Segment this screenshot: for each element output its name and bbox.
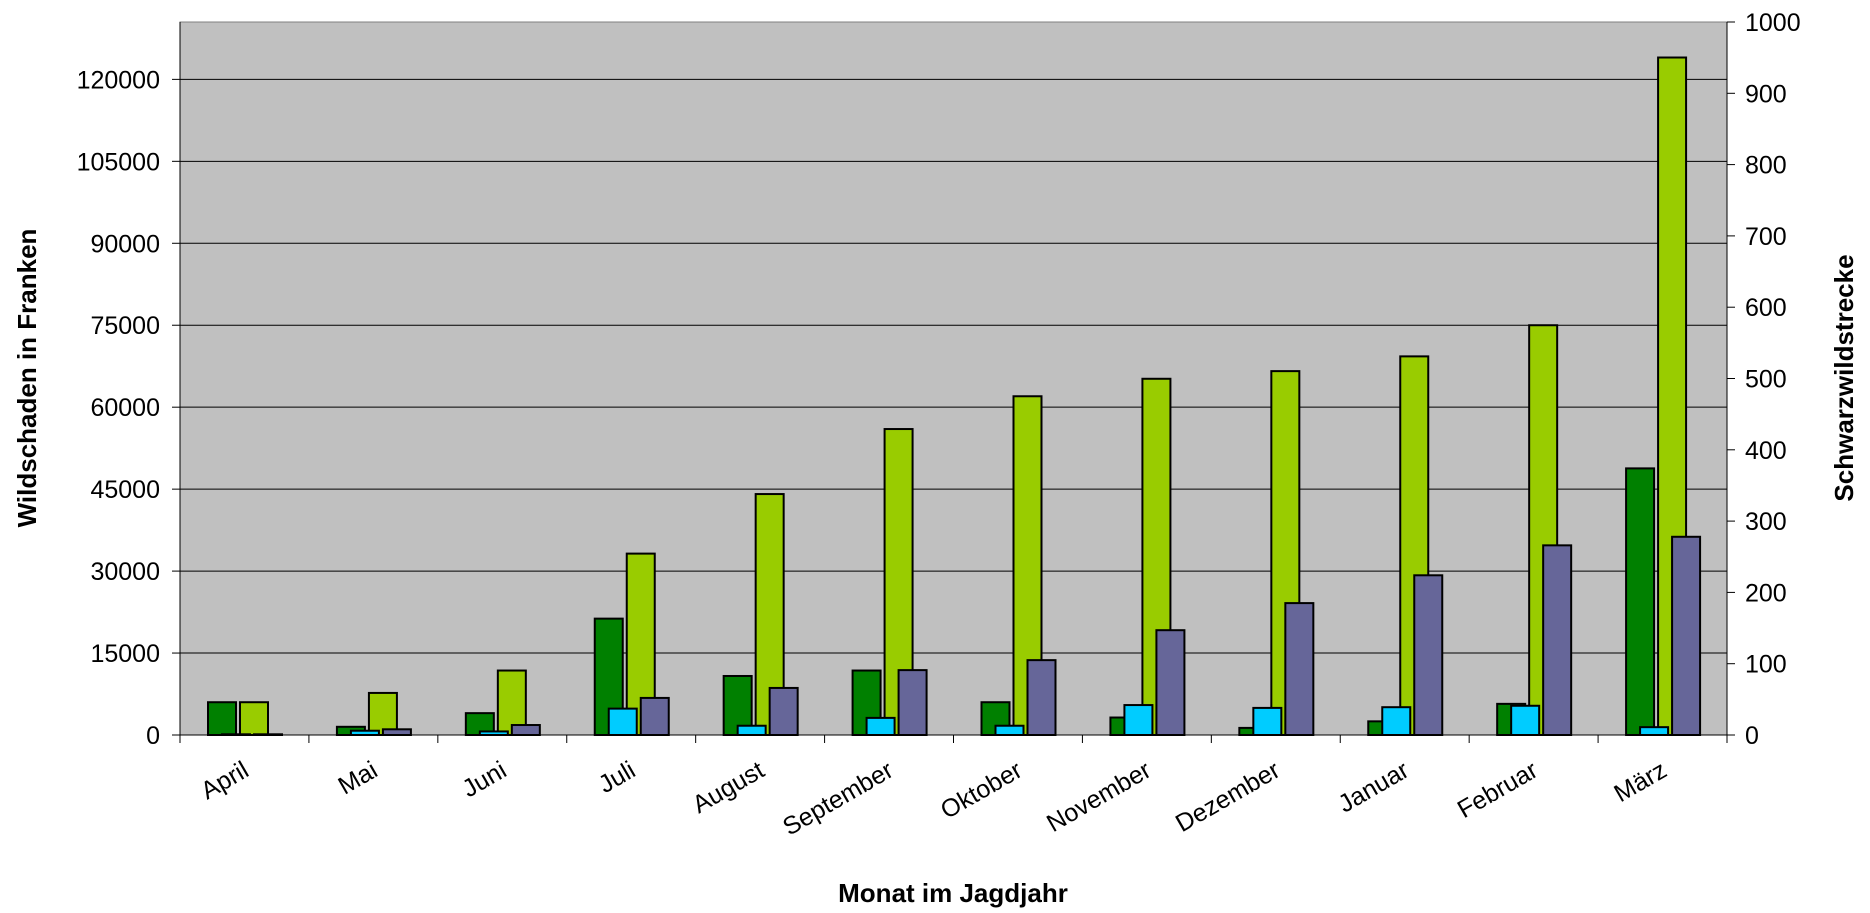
x-tick-labels: April Mai Juni Juli August September Oktober No… [196, 756, 1671, 841]
y-right-tick-label: 900 [1745, 80, 1787, 108]
y-left-tick-label: 45000 [90, 476, 160, 504]
x-tick-label-mai: Mai [333, 756, 382, 800]
bar-4-august [768, 686, 799, 737]
y-left-tick-label: 120000 [77, 66, 160, 94]
x-tick-label-september: September [778, 756, 898, 841]
x-tick-label-april: April [196, 756, 253, 805]
y-right-tick-label: 600 [1745, 294, 1787, 322]
x-tick-label-november: November [1042, 756, 1156, 838]
right-tick-labels: 0 100 200 300 400 500 600 700 800 900 1000 [1745, 9, 1801, 750]
x-tick-label-märz: März [1609, 756, 1671, 808]
gridlines [180, 78, 1727, 654]
x-axis-title: Monat im Jagdjahr [838, 878, 1068, 908]
bar-4-mai [381, 728, 412, 737]
bar-4-juni [510, 724, 541, 737]
y-right-tick-label: 200 [1745, 579, 1787, 607]
bar-3-juni [478, 730, 509, 736]
y-right-tick-label: 700 [1745, 223, 1787, 251]
y-left-tick-label: 15000 [90, 640, 160, 668]
bar-3-juli [607, 707, 638, 737]
x-tick-label-januar: Januar [1333, 756, 1413, 818]
bar-3-januar [1381, 706, 1412, 736]
bar-4-februar [1542, 544, 1573, 736]
bar-3-august [736, 724, 767, 737]
plot-area [179, 21, 1728, 736]
y-right-tick-label: 300 [1745, 508, 1787, 536]
y-right-tick-label: 800 [1745, 152, 1787, 180]
y-axis-title-left: Wildschaden in Franken [12, 229, 42, 528]
y-axis-title-right: Schwarzwildstrecke [1829, 254, 1859, 501]
x-tick-label-dezember: Dezember [1171, 756, 1285, 838]
x-tick-label-august: August [688, 756, 769, 819]
left-tick-labels: 0 15000 30000 45000 60000 75000 90000 105000 120… [77, 66, 160, 750]
y-left-tick-label: 75000 [90, 312, 160, 340]
bar-4-dezember [1284, 602, 1315, 736]
bar-1-märz [1625, 467, 1656, 736]
bar-2-april [239, 701, 269, 736]
bar-4-oktober [1026, 659, 1057, 737]
x-tick-label-juli: Juli [594, 756, 640, 799]
bar-4-januar [1413, 574, 1444, 737]
bar-3-september [865, 716, 896, 736]
bar-3-dezember [1252, 706, 1283, 737]
bar-4-september [897, 669, 928, 737]
bar-3-november [1123, 704, 1154, 737]
y-left-tick-label: 105000 [77, 148, 160, 176]
bar-4-märz [1671, 535, 1702, 737]
axes [172, 21, 1735, 743]
bar-3-februar [1510, 704, 1541, 737]
x-tick-label-juni: Juni [458, 756, 512, 803]
bar-3-mai [349, 729, 380, 736]
bar-4-november [1155, 629, 1186, 737]
bar-1-april [207, 701, 237, 736]
bar-4-juli [639, 696, 670, 737]
y-left-tick-label: 90000 [90, 230, 160, 258]
y-right-tick-label: 100 [1745, 651, 1787, 679]
bar-3-oktober [994, 724, 1025, 737]
y-right-tick-label: 1000 [1745, 9, 1801, 37]
y-left-tick-label: 0 [146, 722, 160, 750]
x-tick-label-oktober: Oktober [936, 756, 1027, 825]
bar-3-märz [1639, 726, 1670, 736]
y-right-tick-label: 500 [1745, 366, 1787, 394]
y-right-tick-label: 400 [1745, 437, 1787, 465]
y-right-tick-label: 0 [1745, 722, 1759, 750]
y-left-tick-label: 60000 [90, 394, 160, 422]
y-left-tick-label: 30000 [90, 558, 160, 586]
x-tick-label-februar: Februar [1453, 756, 1543, 824]
